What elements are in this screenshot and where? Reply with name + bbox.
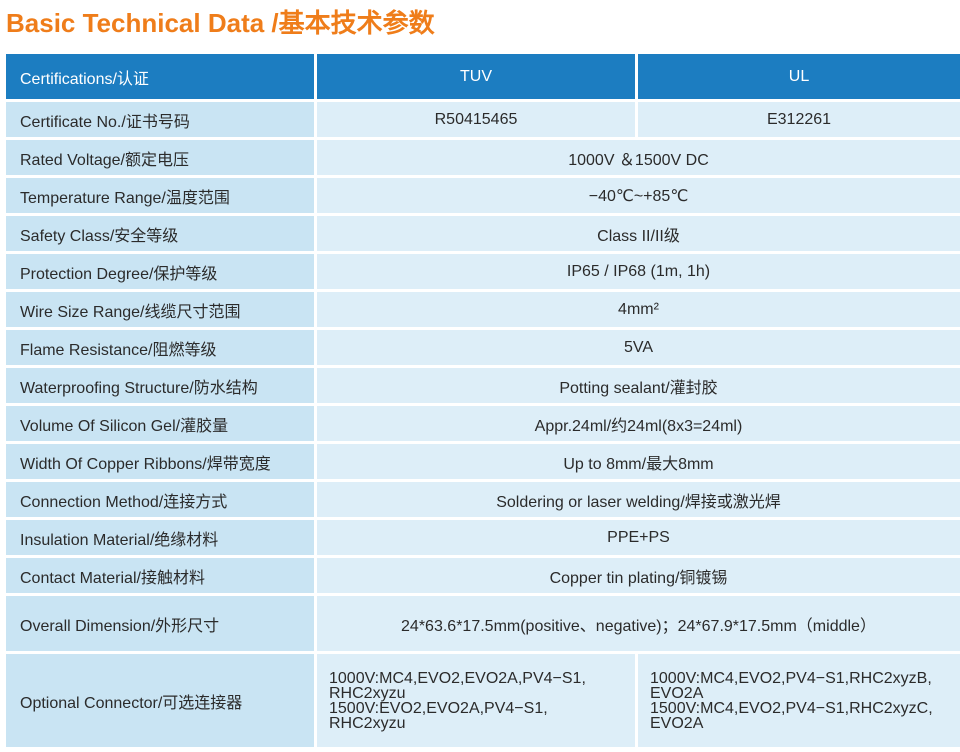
row-label: Volume Of Silicon Gel/灌胶量 <box>6 406 317 444</box>
table-row: Insulation Material/绝缘材料 PPE+PS <box>6 520 960 558</box>
row-label: Certificate No./证书号码 <box>6 102 317 140</box>
row-value: 4mm² <box>317 292 960 330</box>
row-value: PPE+PS <box>317 520 960 558</box>
row-label: Waterproofing Structure/防水结构 <box>6 368 317 406</box>
header-tuv: TUV <box>317 54 638 102</box>
table-row: Contact Material/接触材料 Copper tin plating… <box>6 558 960 596</box>
row-value: Copper tin plating/铜镀锡 <box>317 558 960 596</box>
header-label: Certifications/认证 <box>6 54 317 102</box>
table-row: Rated Voltage/额定电压 1000V ＆1500V DC <box>6 140 960 178</box>
connector-line: 1000V:MC4,EVO2,PV4−S1,RHC2xyzB, <box>650 669 932 687</box>
row-value: 24*63.6*17.5mm(positive、negative)；24*67.… <box>317 596 960 654</box>
technical-data-table: Certifications/认证 TUV UL Certificate No.… <box>6 54 960 750</box>
row-label: Contact Material/接触材料 <box>6 558 317 596</box>
optional-connector-tuv: 1000V:MC4,EVO2,EVO2A,PV4−S1, RHC2xyzu 15… <box>317 654 638 750</box>
row-label: Wire Size Range/线缆尺寸范围 <box>6 292 317 330</box>
row-label: Temperature Range/温度范围 <box>6 178 317 216</box>
row-value: Soldering or laser welding/焊接或激光焊 <box>317 482 960 520</box>
row-value: Class II/II级 <box>317 216 960 254</box>
row-value-tuv: R50415465 <box>317 102 638 140</box>
table-row: Certificate No./证书号码 R50415465 E312261 <box>6 102 960 140</box>
table-row: Temperature Range/温度范围 −40℃~+85℃ <box>6 178 960 216</box>
row-value: Appr.24ml/约24ml(8x3=24ml) <box>317 406 960 444</box>
row-value: 1000V ＆1500V DC <box>317 140 960 178</box>
row-label: Overall Dimension/外形尺寸 <box>6 596 317 654</box>
connector-line: 1500V:MC4,EVO2,PV4−S1,RHC2xyzC, <box>650 699 933 717</box>
table-row: Flame Resistance/阻燃等级 5VA <box>6 330 960 368</box>
optional-connector-ul: 1000V:MC4,EVO2,PV4−S1,RHC2xyzB, EVO2A 15… <box>638 654 960 750</box>
connector-line: RHC2xyzu <box>329 714 406 732</box>
table-row: Protection Degree/保护等级 IP65 / IP68 (1m, … <box>6 254 960 292</box>
table-header-row: Certifications/认证 TUV UL <box>6 54 960 102</box>
row-value: −40℃~+85℃ <box>317 178 960 216</box>
table-row: Width Of Copper Ribbons/焊带宽度 Up to 8mm/最… <box>6 444 960 482</box>
row-label: Safety Class/安全等级 <box>6 216 317 254</box>
row-label: Width Of Copper Ribbons/焊带宽度 <box>6 444 317 482</box>
connector-line: EVO2A <box>650 714 704 732</box>
table-row: Wire Size Range/线缆尺寸范围 4mm² <box>6 292 960 330</box>
connector-line: EVO2A <box>650 684 704 702</box>
row-value: 5VA <box>317 330 960 368</box>
row-label: Insulation Material/绝缘材料 <box>6 520 317 558</box>
table-row: Connection Method/连接方式 Soldering or lase… <box>6 482 960 520</box>
row-label: Protection Degree/保护等级 <box>6 254 317 292</box>
row-value: IP65 / IP68 (1m, 1h) <box>317 254 960 292</box>
optional-connector-row: Optional Connector/可选连接器 1000V:MC4,EVO2,… <box>6 654 960 750</box>
connector-line: 1500V:EVO2,EVO2A,PV4−S1, <box>329 699 548 717</box>
row-value-ul: E312261 <box>638 102 960 140</box>
row-label: Flame Resistance/阻燃等级 <box>6 330 317 368</box>
connector-line: 1000V:MC4,EVO2,EVO2A,PV4−S1, <box>329 669 586 687</box>
table-row: Overall Dimension/外形尺寸 24*63.6*17.5mm(po… <box>6 596 960 654</box>
table-row: Volume Of Silicon Gel/灌胶量 Appr.24ml/约24m… <box>6 406 960 444</box>
table-row: Waterproofing Structure/防水结构 Potting sea… <box>6 368 960 406</box>
row-value: Potting sealant/灌封胶 <box>317 368 960 406</box>
page-title: Basic Technical Data /基本技术参数 <box>6 8 435 38</box>
row-value: Up to 8mm/最大8mm <box>317 444 960 482</box>
connector-line: RHC2xyzu <box>329 684 406 702</box>
row-label: Connection Method/连接方式 <box>6 482 317 520</box>
header-ul: UL <box>638 54 960 102</box>
row-label: Rated Voltage/额定电压 <box>6 140 317 178</box>
table-row: Safety Class/安全等级 Class II/II级 <box>6 216 960 254</box>
row-label: Optional Connector/可选连接器 <box>6 654 317 750</box>
